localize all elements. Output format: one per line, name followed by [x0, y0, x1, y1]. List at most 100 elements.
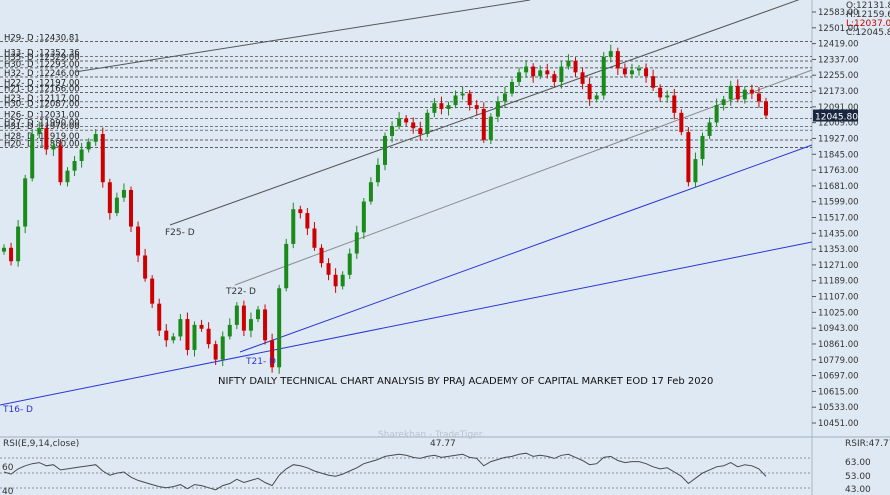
price-tick-label: 10861.00 — [818, 340, 859, 350]
candle-body — [439, 103, 444, 109]
candle-body — [51, 145, 56, 150]
candle-body — [361, 201, 366, 233]
price-tick-label: 11107.00 — [818, 293, 859, 303]
candle-body — [538, 70, 543, 77]
level-label: H30- D :12293.00 — [4, 60, 80, 70]
candle-body — [432, 103, 437, 113]
level-label: H33- D :12352.36 — [4, 48, 80, 58]
candle-body — [397, 118, 402, 127]
candle-body — [291, 209, 296, 244]
level-label: H21- D :12166.00 — [4, 84, 80, 94]
candle-body — [425, 112, 430, 135]
candle-body — [721, 99, 726, 106]
candle-body — [270, 340, 275, 368]
candle-body — [552, 74, 557, 82]
trendline-upper — [74, 0, 531, 73]
level-label: H29- D :12430.81 — [4, 33, 80, 43]
candle-body — [495, 101, 500, 117]
candle-body — [234, 305, 239, 325]
candle-body — [150, 278, 155, 304]
rsi-value: 47.77 — [430, 439, 456, 449]
candle-body — [298, 209, 303, 214]
candle-body — [488, 116, 493, 140]
candle-body — [446, 105, 451, 109]
candle-body — [686, 132, 691, 183]
rsi-label: RSI(E,9,14,close) — [3, 439, 79, 449]
candle-body — [517, 72, 522, 82]
price-tick-label: 10615.00 — [818, 387, 859, 397]
level-label: H22- D :12197.00 — [4, 78, 80, 88]
level-label: H35- D :12329.00 — [4, 53, 80, 63]
annotation-t21: T21- D — [245, 357, 276, 367]
candle-body — [227, 324, 232, 337]
candle-body — [601, 56, 606, 96]
ohlc-low: L:12037.00 — [846, 19, 890, 29]
price-tick-label: 11189.00 — [818, 277, 859, 287]
candle-body — [651, 76, 656, 88]
candle-body — [164, 330, 169, 341]
ohlc-high: H:12159.60 — [846, 10, 890, 20]
candle-body — [129, 189, 133, 227]
level-label: H26- D :12031.00 — [4, 110, 80, 120]
candle-body — [418, 128, 423, 135]
candle-body — [467, 93, 472, 106]
price-tick-label: 11599.00 — [818, 198, 859, 208]
price-tick-label: 11681.00 — [818, 182, 859, 192]
price-tick-label: 10533.00 — [818, 403, 859, 413]
candle-body — [629, 70, 634, 75]
candle-body — [305, 213, 310, 229]
candle-body — [608, 51, 613, 57]
candle-body — [742, 89, 747, 100]
candle-body — [453, 95, 458, 106]
candle-body — [481, 108, 486, 140]
candle-body — [637, 68, 641, 71]
candle-body — [93, 134, 98, 142]
candle-body — [524, 66, 529, 73]
annotation-t16: T16- D — [2, 405, 33, 415]
price-tick-label: 12091.00 — [818, 103, 859, 113]
trendline-t21 — [239, 144, 813, 353]
annotation-t22: T22- D — [225, 287, 256, 297]
rsi-right-label: RSIR:47.77 — [845, 439, 890, 449]
price-tick-label: 11763.00 — [818, 166, 859, 176]
chart-title: NIFTY DAILY TECHNICAL CHART ANALYSIS BY … — [218, 376, 713, 387]
price-tick-label: 12501.00 — [818, 24, 859, 34]
candle-body — [277, 288, 282, 368]
price-tick-label: 11353.00 — [818, 245, 859, 255]
candle-body — [9, 247, 14, 262]
price-axis: 12583.00 12501.00 12419.00 12337.00 12255.00… — [812, 8, 859, 429]
candle-body — [354, 232, 359, 254]
candle-body — [114, 197, 119, 214]
rsi-tick-43: 43.00 — [845, 485, 871, 495]
candle-body — [735, 85, 740, 100]
candle-body — [319, 247, 324, 264]
candle-body — [65, 170, 70, 183]
candle-body — [185, 319, 190, 350]
last-price-value: 12045.80 — [815, 113, 858, 123]
candle-body — [333, 274, 338, 287]
price-tick-label: 11517.00 — [818, 214, 859, 224]
price-tick-label: 12255.00 — [818, 71, 859, 81]
price-tick-label: 11025.00 — [818, 308, 859, 318]
candle-body — [580, 72, 585, 84]
price-tick-label: 12009.00 — [818, 119, 859, 129]
candle-body — [86, 141, 91, 150]
candle-body — [531, 66, 536, 77]
trendline-f25 — [169, 0, 800, 226]
candle-body — [679, 112, 684, 133]
candle-body — [658, 87, 663, 98]
ohlc-close: C:12045.80 — [846, 28, 890, 38]
level-label: H30- D :12087.00 — [4, 100, 80, 110]
level-label: H27- D :11990.00 — [4, 118, 80, 128]
price-tick-label: 12337.00 — [818, 55, 859, 65]
rsi-panel — [0, 452, 812, 491]
level-label: H23- D :12117.00 — [4, 94, 80, 104]
candle-body — [566, 60, 571, 67]
candle-body — [256, 309, 260, 320]
candle-body — [157, 303, 162, 331]
candle-body — [728, 85, 733, 100]
price-tick-label: 11435.00 — [818, 229, 859, 239]
candle-body — [559, 66, 564, 82]
